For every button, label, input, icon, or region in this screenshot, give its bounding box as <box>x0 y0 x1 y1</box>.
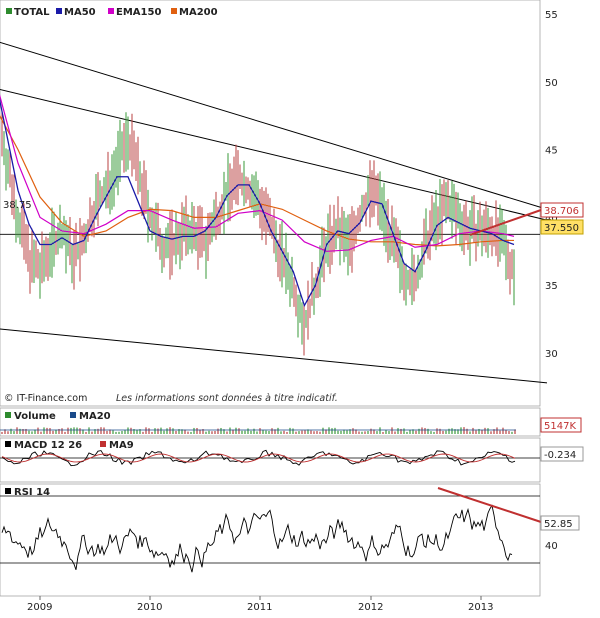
legend-total-swatch <box>6 8 12 14</box>
legend-macd-swatch <box>5 441 11 447</box>
volume-bars <box>0 427 516 434</box>
legend-ma9-swatch <box>100 441 106 447</box>
volume-value: 5147K <box>544 421 576 432</box>
x-tick-2013: 2013 <box>468 602 493 613</box>
macd-signal-line <box>1 453 516 463</box>
main-y-tick: 30 <box>545 349 558 360</box>
legend-rsi: RSI 14 <box>14 487 50 498</box>
legend-ma9: MA9 <box>109 440 134 451</box>
rsi-value: 52.85 <box>544 519 573 530</box>
volume-panel: Volume MA20 5147K <box>0 407 582 437</box>
rsi-trend-arrow <box>437 487 542 523</box>
last-price-badge: 38.706 <box>540 202 584 218</box>
legend-ma50: MA50 <box>64 7 96 18</box>
legend-macd: MACD 12 26 <box>14 440 82 451</box>
x-tick-2011: 2011 <box>247 602 272 613</box>
legend-volume: Volume <box>14 411 56 422</box>
legend-volume-swatch <box>5 412 11 418</box>
main-panel: 55 50 45 40 35 30 TOTAL MA50 EMA150 MA200 38.… <box>0 0 584 407</box>
volume-plot-area <box>0 407 541 437</box>
source-credit: © IT-Finance.com <box>4 393 87 404</box>
main-y-tick: 50 <box>545 78 558 89</box>
legend-ma20: MA20 <box>79 411 111 422</box>
ma-value: 37.550 <box>544 223 579 234</box>
trend-line-1 <box>0 89 548 221</box>
main-y-tick: 35 <box>545 281 558 292</box>
main-legend: TOTAL MA50 EMA150 MA200 <box>6 7 218 18</box>
legend-ema150-swatch <box>108 8 114 14</box>
rsi-line <box>1 487 542 573</box>
disclaimer: Les informations sont données à titre in… <box>116 393 338 404</box>
main-series-group <box>0 41 548 384</box>
macd-plot-area <box>0 437 541 483</box>
legend-ma200-swatch <box>171 8 177 14</box>
last-price-value: 38.706 <box>544 206 579 217</box>
trend-line-0 <box>0 41 548 210</box>
main-y-ticks: 55 50 45 40 35 30 <box>545 10 558 360</box>
legend-rsi-swatch <box>5 488 11 494</box>
x-tick-2010: 2010 <box>137 602 162 613</box>
ma50-line <box>0 98 515 308</box>
macd-lines <box>1 449 516 467</box>
trend-line-2 <box>0 328 548 384</box>
legend-ma20-swatch <box>70 412 76 418</box>
rsi-14-line <box>1 504 513 573</box>
legend-ma50-swatch <box>56 8 62 14</box>
last-price-connector <box>469 209 542 236</box>
macd-line <box>1 449 516 467</box>
main-y-tick: 55 <box>545 10 558 21</box>
x-tick-2009: 2009 <box>27 602 52 613</box>
x-axis: 2009 2010 2011 2012 2013 <box>27 596 493 613</box>
legend-total: TOTAL <box>14 7 50 18</box>
rsi-tick-40: 40 <box>545 541 558 552</box>
rsi-plot-area <box>0 483 541 597</box>
main-y-tick: 45 <box>545 146 558 157</box>
ema150-line <box>0 94 515 252</box>
rsi-panel: RSI 14 52.85 40 <box>0 483 580 597</box>
macd-value: -0.234 <box>544 450 576 461</box>
hline-label: 38.75 <box>3 200 32 211</box>
main-y-tick: 40 <box>545 213 558 224</box>
x-tick-2012: 2012 <box>358 602 383 613</box>
ma-value-badge: 37.550 <box>540 219 584 235</box>
legend-ma200: MA200 <box>179 7 218 18</box>
macd-panel: MACD 12 26 MA9 -0.234 <box>0 437 584 483</box>
legend-ema150: EMA150 <box>116 7 161 18</box>
